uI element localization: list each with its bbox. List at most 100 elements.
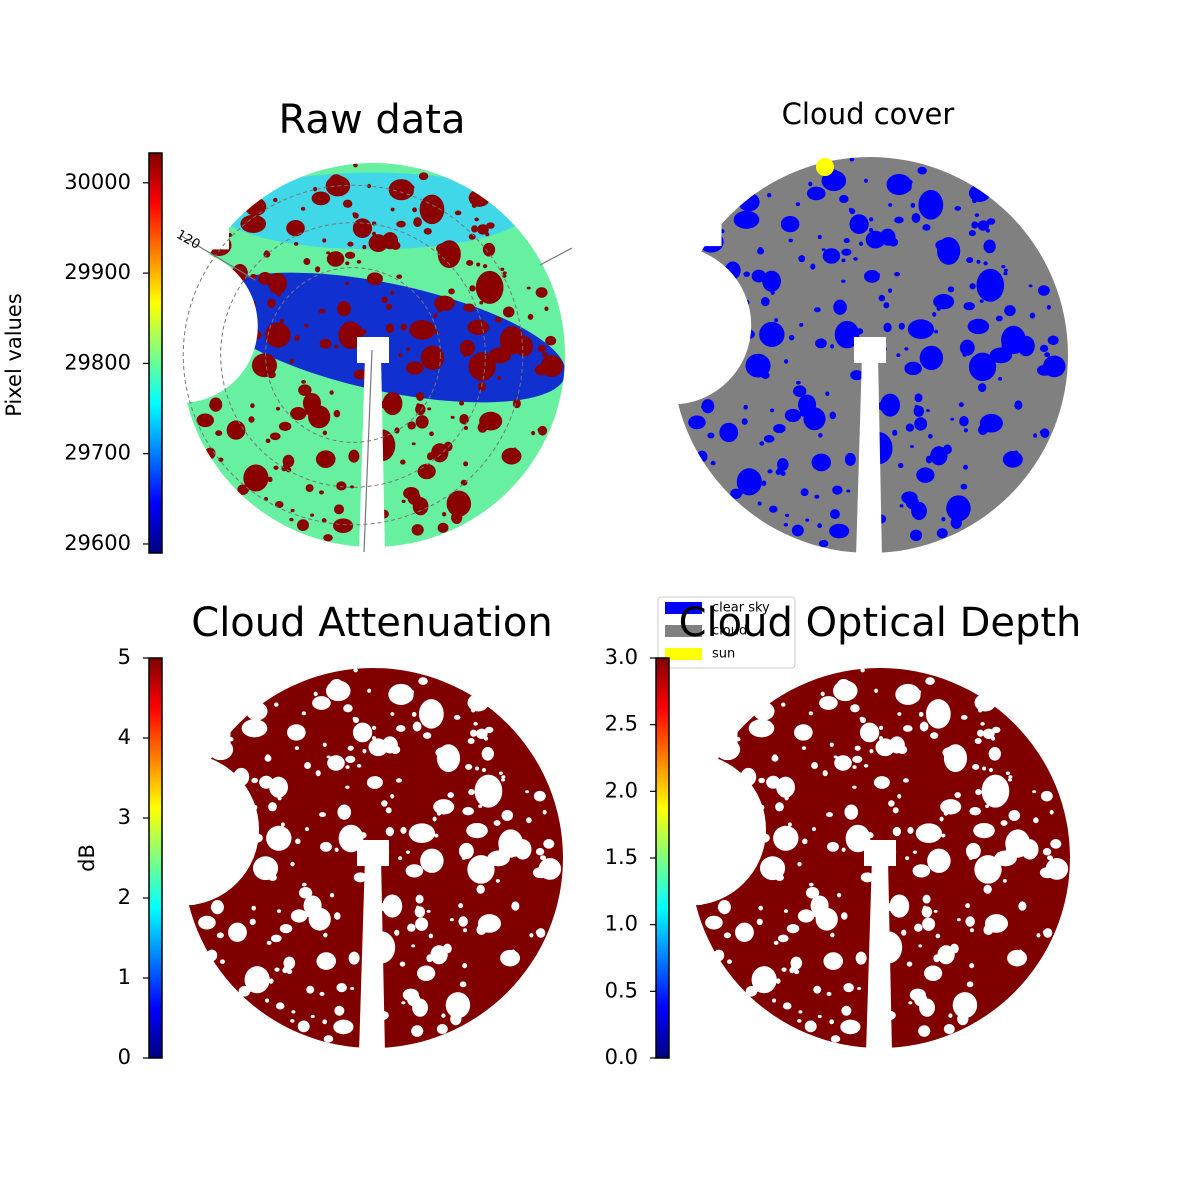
cloud-blob (268, 802, 277, 812)
cloud-blob (353, 872, 367, 883)
cloud-blob (482, 264, 488, 269)
cloud-blob (385, 807, 392, 814)
cloud-blob (1049, 809, 1054, 815)
cloud-blob (216, 932, 224, 939)
cloud-blob (454, 210, 462, 216)
polar-ring (265, 267, 441, 443)
cloud-blob (736, 468, 762, 496)
tick-label: 1 (118, 965, 131, 989)
cloud-blob (849, 157, 855, 162)
cloud-blob (819, 696, 838, 710)
cloud-blob (688, 365, 695, 371)
cloud-blob (726, 360, 731, 365)
cloud-blob (959, 415, 969, 427)
cloud-blob (863, 544, 876, 558)
cloud-blob (706, 867, 712, 873)
cloud-blob (188, 821, 195, 828)
cloud-blob (808, 181, 813, 187)
legend-patch (665, 625, 702, 637)
cloud-blob (892, 826, 901, 837)
cloud-blob (352, 218, 373, 238)
cloud-blob (407, 923, 416, 932)
cloud-blob (348, 951, 360, 965)
cloud-blob (390, 793, 395, 799)
cloud-blob (974, 693, 996, 712)
cloud-blob (761, 820, 766, 824)
cloud-blob (822, 770, 828, 777)
cloud-blob (418, 699, 444, 729)
cloud-blob (963, 464, 969, 470)
cloud-blob (969, 283, 976, 290)
cloud-blob (198, 373, 220, 393)
cloud-blob (841, 279, 846, 283)
cloud-blob (969, 963, 975, 969)
cloud-blob (925, 677, 935, 685)
cloud-blob (433, 313, 438, 319)
cloud-blob (326, 251, 331, 255)
cloud-blob (786, 924, 800, 934)
cloud-blob (854, 745, 861, 751)
cloud-blob (1029, 312, 1036, 319)
cloud-blob (333, 518, 354, 533)
cloud-blob (450, 415, 455, 419)
cloud-blob (810, 263, 816, 270)
cloud-blob (304, 827, 310, 832)
cloud-blob (983, 261, 988, 266)
cloud-blob (366, 538, 379, 552)
cloud-blob (274, 500, 284, 509)
cloud-blob (758, 777, 765, 784)
cloud-blob (435, 747, 450, 758)
cloud-blob (1018, 949, 1023, 955)
cloud-blob (801, 746, 807, 750)
cloud-blob (484, 736, 489, 741)
cloud-blob (512, 447, 517, 453)
cloud-blob (186, 318, 194, 325)
cloud-blob (432, 816, 437, 822)
cloud-blob (218, 277, 224, 282)
cloud-blob (912, 864, 931, 878)
cloud-blob (535, 929, 543, 935)
cloud-blob (251, 301, 257, 307)
cloud-blob (880, 393, 901, 417)
cloud-blob (501, 447, 522, 465)
cloud-blob (423, 732, 432, 739)
cloud-blob (228, 922, 247, 943)
cloud-blob (844, 757, 850, 764)
cloud-blob (400, 323, 407, 331)
cloud-blob (745, 353, 771, 378)
cloud-blob (405, 864, 424, 878)
cloud-blob (461, 855, 467, 860)
cloud-blob (780, 215, 800, 233)
cloud-blob (761, 372, 770, 379)
cloud-blob (498, 771, 503, 775)
cloud-blob (834, 320, 860, 349)
cloud-blob (800, 488, 809, 497)
cloud-blob (759, 804, 765, 811)
cloud-blob (412, 207, 417, 213)
cloud-blob (829, 509, 840, 520)
cloud-blob (353, 369, 367, 380)
cloud-blob (383, 849, 390, 856)
cloud-blob (267, 371, 276, 379)
cloud-blob (780, 471, 786, 476)
cloud-blob (707, 876, 729, 896)
cloud-blob (290, 1019, 295, 1023)
cloud-blob (545, 335, 557, 346)
cloud-blob (925, 409, 930, 413)
tick-label: 5 (118, 645, 131, 669)
cloud-blob (407, 421, 416, 430)
cloud-blob (535, 287, 548, 298)
cloud-blob (378, 744, 384, 749)
cloud-blob (237, 350, 250, 362)
cloud-blob (885, 1035, 890, 1041)
cloud-blob (381, 800, 388, 807)
cloud-blob (874, 688, 879, 693)
cloud-blob (303, 258, 311, 266)
cloud-blob (980, 721, 985, 726)
cloud-blob (367, 688, 372, 693)
cloud-blob (744, 299, 750, 306)
cloud-blob (328, 174, 344, 190)
cloud-blob (846, 489, 851, 493)
cloud-blob (983, 884, 992, 894)
cloud-blob (378, 239, 384, 245)
